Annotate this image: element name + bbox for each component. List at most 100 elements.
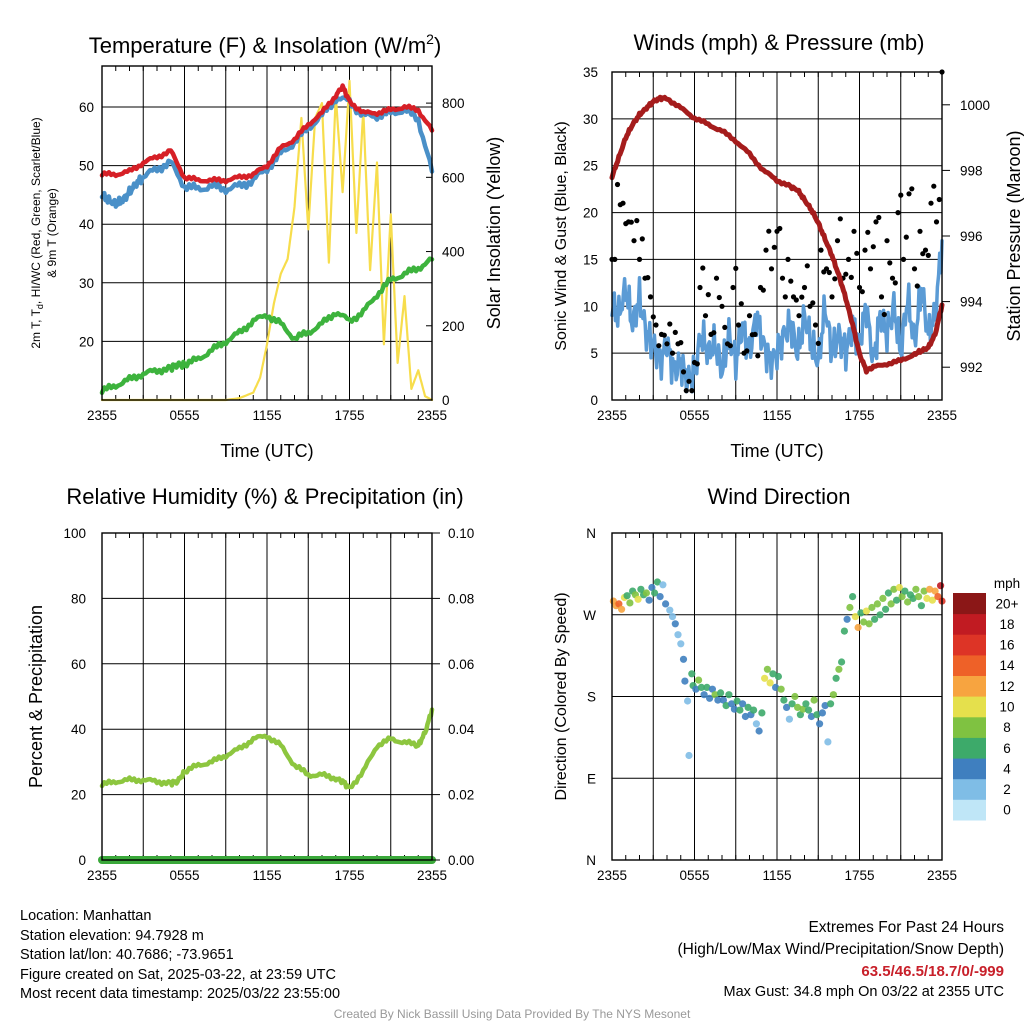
direction-point [857, 609, 865, 617]
direction-point [821, 702, 829, 710]
direction-point [876, 611, 884, 619]
direction-point [714, 696, 722, 704]
direction-point [840, 627, 849, 635]
series-relative-humidity [99, 707, 435, 790]
x-tick-label: 1755 [334, 408, 364, 423]
direction-point [623, 592, 631, 600]
chart-title-sup: 2 [426, 31, 434, 47]
gust-point [812, 322, 819, 328]
y2-tick-label: 0.08 [448, 591, 474, 606]
gust-point [906, 191, 912, 197]
y2-tick-label: 0.10 [448, 526, 474, 541]
direction-point [871, 615, 879, 623]
max-gust: Max Gust: 34.8 mph On 03/22 at 2355 UTC [723, 984, 1004, 1000]
y2-tick-label: 998 [960, 163, 983, 178]
direction-point [758, 709, 766, 717]
gust-point [727, 343, 733, 349]
gust-point [876, 214, 882, 221]
direction-point [684, 697, 692, 705]
direction-point [887, 600, 895, 608]
direction-point [679, 655, 688, 663]
gust-point [700, 265, 706, 271]
direction-point [618, 605, 626, 613]
direction-point [783, 703, 791, 712]
chart-title-main: Temperature (F) & Insolation (W/m [89, 33, 426, 58]
colorbar-label: 12 [999, 679, 1014, 694]
direction-point [868, 603, 876, 612]
direction-point [700, 691, 708, 699]
y-tick-label: 30 [583, 112, 598, 127]
direction-point [860, 618, 868, 626]
direction-point [931, 587, 939, 595]
gust-point [656, 343, 662, 349]
colorbar-swatch [953, 737, 986, 759]
plot-frame [101, 532, 433, 861]
colorbar-label: 18 [999, 617, 1014, 632]
recent-timestamp: Most recent data timestamp: 2025/03/22 2… [20, 986, 341, 1003]
direction-point [634, 595, 642, 603]
y2-tick-label: 400 [442, 245, 465, 260]
x-axis-label: Time (UTC) [220, 441, 313, 461]
extremes-info: Extremes For Past 24 Hours (High/Low/Max… [678, 917, 1005, 1003]
gust-point [848, 274, 854, 280]
gust-point [760, 287, 766, 293]
colorbar-swatch [953, 778, 986, 800]
direction-point [791, 692, 799, 701]
direction-point [909, 594, 917, 603]
colorbar-swatch [953, 593, 986, 615]
gust-point [920, 251, 926, 257]
direction-point [692, 685, 700, 693]
direction-point [807, 712, 816, 721]
direction-point [648, 583, 656, 592]
direction-point [862, 607, 871, 615]
y2-axis-label: Station Pressure (Maroon) [1004, 130, 1024, 341]
y-axis-label: Percent & Precipitation [26, 605, 46, 788]
gust-point [936, 196, 942, 203]
direction-point [777, 685, 785, 693]
y-tick-label: 30 [79, 276, 94, 291]
y2-tick-label: 996 [960, 229, 983, 244]
figure-created: Figure created on Sat, 2025-03-22, at 23… [20, 966, 336, 983]
x-tick-label: 2355 [597, 868, 627, 883]
direction-point [662, 600, 670, 608]
series-solar-insolation [100, 79, 434, 402]
direction-point [750, 706, 758, 714]
gust-point [735, 322, 742, 328]
gust-point [650, 314, 656, 320]
direction-point [659, 581, 667, 589]
y-tick-label: 60 [79, 100, 94, 115]
gust-point [793, 297, 799, 303]
gust-point [766, 228, 772, 234]
extremes-subtitle: (High/Low/Max Wind/Precipitation/Snow De… [677, 941, 1005, 958]
direction-point [736, 706, 744, 714]
direction-point [730, 705, 739, 713]
gust-point [889, 275, 896, 281]
gust-point [829, 294, 835, 300]
gust-point [733, 265, 739, 271]
gust-point [653, 322, 659, 328]
direction-point [651, 589, 659, 597]
direction-point [838, 658, 846, 666]
direction-point [752, 720, 761, 728]
gust-point [614, 181, 621, 188]
gust-point [612, 256, 618, 262]
colorbar-swatch [953, 696, 986, 718]
gust-point [779, 275, 786, 281]
y2-tick-label: 994 [960, 295, 983, 310]
direction-point [626, 599, 634, 607]
colorbar-label: 16 [999, 638, 1014, 653]
direction-point [774, 672, 783, 681]
x-tick-label: 1155 [762, 868, 791, 883]
y2-axis-label: Solar Insolation (Yellow) [484, 137, 504, 329]
direction-point [653, 578, 662, 586]
direction-point [666, 606, 674, 614]
colorbar-label: 4 [1003, 761, 1011, 776]
station-info: Location: Manhattan Station elevation: 9… [20, 907, 340, 1005]
direction-point [923, 594, 931, 603]
gust-point [914, 283, 920, 289]
colorbar-swatch [953, 758, 986, 780]
direction-point [895, 583, 904, 592]
x-tick-label: 2355 [597, 408, 627, 423]
y2-tick-label: 200 [442, 319, 465, 334]
gust-point [722, 324, 728, 330]
